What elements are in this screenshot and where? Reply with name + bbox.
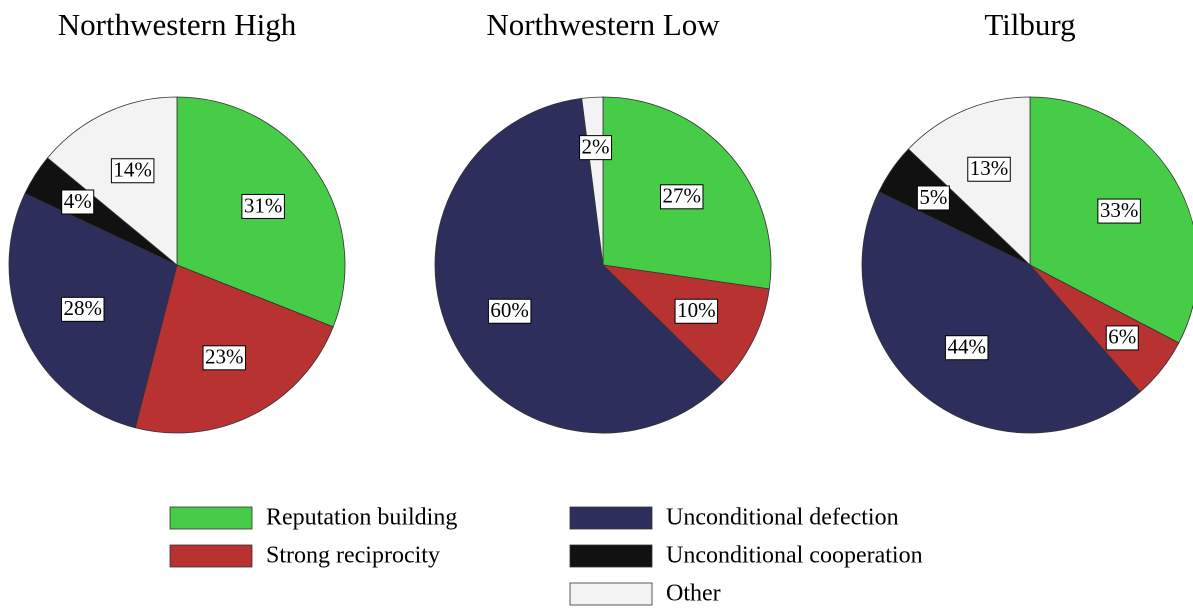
value-label-box bbox=[967, 156, 1011, 182]
value-label-group: 33% bbox=[1097, 198, 1141, 224]
pie-slice bbox=[601, 264, 770, 384]
value-label: 44% bbox=[947, 335, 986, 359]
legend-swatch bbox=[569, 506, 653, 530]
legend-swatch bbox=[169, 544, 253, 568]
pie-slice bbox=[861, 191, 1141, 434]
value-label: 4% bbox=[64, 189, 92, 213]
value-label-group: 27% bbox=[659, 184, 704, 210]
chart-title: Northwestern High bbox=[58, 7, 297, 42]
value-label-group: 31% bbox=[241, 193, 285, 219]
value-label-group: 60% bbox=[487, 298, 532, 324]
legend-swatch bbox=[169, 506, 253, 530]
value-label-box bbox=[202, 345, 247, 371]
value-label-group: 5% bbox=[916, 185, 950, 211]
value-label-box bbox=[241, 193, 285, 219]
value-label: 23% bbox=[205, 345, 244, 369]
value-label-box bbox=[1097, 198, 1141, 224]
value-label-box bbox=[579, 135, 613, 161]
legend-label: Strong reciprocity bbox=[266, 543, 440, 569]
value-label-group: 13% bbox=[967, 156, 1011, 182]
value-label-box bbox=[61, 296, 105, 322]
value-label: 14% bbox=[113, 158, 152, 182]
value-label-box bbox=[1105, 325, 1139, 351]
value-label-box bbox=[674, 298, 719, 324]
value-label-group: 23% bbox=[202, 345, 247, 371]
legend-label: Other bbox=[666, 581, 721, 607]
legend-swatch bbox=[569, 582, 653, 606]
value-label: 5% bbox=[919, 185, 947, 209]
value-label-group: 44% bbox=[944, 335, 989, 361]
value-label-group: 6% bbox=[1105, 325, 1139, 351]
legend-label: Unconditional defection bbox=[666, 505, 899, 531]
chart-title: Northwestern Low bbox=[486, 7, 720, 42]
value-label: 2% bbox=[582, 134, 610, 158]
value-label: 31% bbox=[244, 193, 283, 217]
legend-label: Unconditional cooperation bbox=[666, 543, 923, 569]
value-label-group: 4% bbox=[61, 189, 95, 215]
legend-label: Reputation building bbox=[266, 505, 457, 531]
value-label: 10% bbox=[677, 298, 716, 322]
value-label: 27% bbox=[662, 184, 701, 208]
value-label: 28% bbox=[64, 296, 103, 320]
chart-title: Tilburg bbox=[984, 7, 1075, 42]
value-label: 13% bbox=[970, 156, 1009, 180]
value-label-box bbox=[487, 298, 532, 324]
value-label: 33% bbox=[1100, 198, 1139, 222]
value-label-box bbox=[944, 335, 989, 361]
value-label-box bbox=[110, 158, 155, 184]
value-label: 6% bbox=[1108, 325, 1136, 349]
value-label-box bbox=[659, 184, 704, 210]
value-label-box bbox=[61, 189, 95, 215]
value-label-group: 10% bbox=[674, 298, 719, 324]
pie-slice bbox=[434, 97, 724, 434]
value-label-box bbox=[916, 185, 950, 211]
value-label-group: 14% bbox=[110, 158, 155, 184]
legend-swatch bbox=[569, 544, 653, 568]
value-label-group: 28% bbox=[61, 296, 105, 322]
value-label: 60% bbox=[490, 298, 529, 322]
value-label-group: 2% bbox=[579, 134, 613, 161]
